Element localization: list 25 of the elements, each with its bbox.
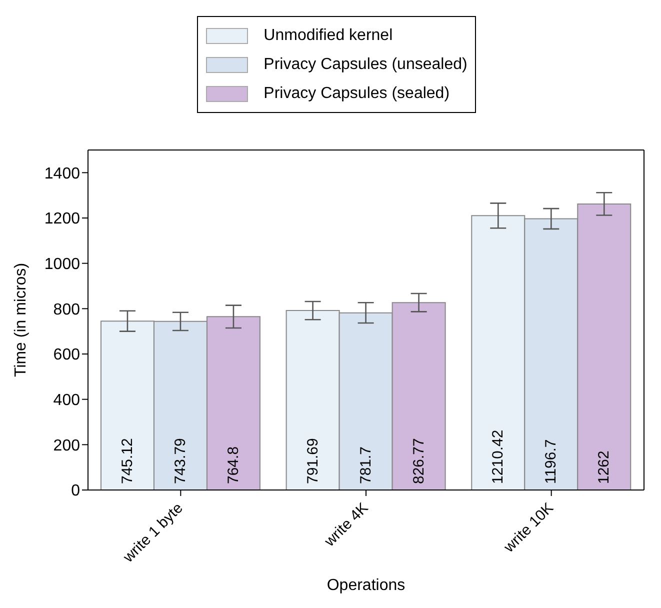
x-tick-label: write 1 byte (119, 500, 186, 567)
y-tick-label: 1400 (44, 165, 80, 182)
x-axis-title: Operations (326, 577, 406, 594)
y-tick-label: 0 (71, 482, 80, 500)
y-tick-label: 600 (53, 346, 80, 364)
data-label: 743.79 (172, 438, 189, 484)
data-label: 826.77 (410, 438, 428, 484)
data-label: 1262 (596, 450, 613, 484)
data-label: 791.69 (304, 438, 322, 484)
legend-label: Privacy Capsules (unsealed) (264, 56, 468, 74)
y-tick-label: 200 (53, 437, 80, 454)
data-label: 764.8 (224, 446, 242, 484)
data-label: 1210.42 (490, 430, 507, 484)
x-tick-label: write 4K (320, 500, 372, 551)
data-label: 1196.7 (542, 439, 560, 484)
y-tick-label: 1000 (44, 256, 80, 274)
y-tick-label: 400 (53, 392, 80, 410)
y-axis-title: Time (in micros) (12, 262, 30, 378)
data-label: 745.12 (118, 438, 136, 484)
y-tick-label: 1200 (44, 210, 80, 228)
y-tick-label: 800 (53, 301, 80, 318)
legend-label: Privacy Capsules (sealed) (264, 84, 450, 102)
x-tick-label: write 10K (500, 500, 557, 557)
data-label: 781.7 (357, 446, 374, 484)
legend-label: Unmodified kernel (264, 26, 393, 44)
